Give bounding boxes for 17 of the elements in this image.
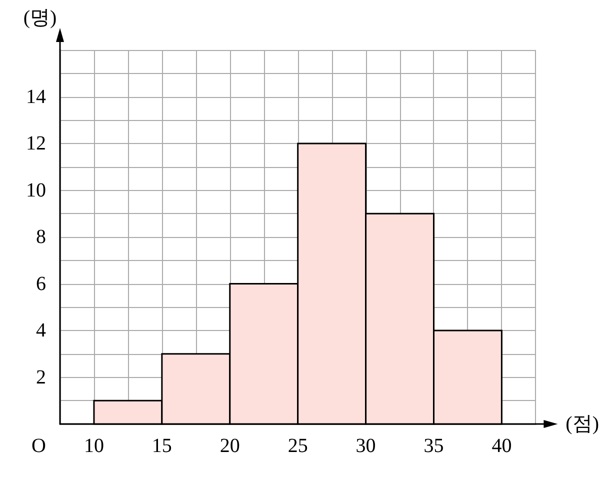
y-axis-title: (명) <box>23 7 57 29</box>
y-tick-label: 4 <box>36 320 46 342</box>
x-tick-label: 25 <box>288 435 308 457</box>
text: O <box>32 435 46 457</box>
x-axis-title: (점) <box>566 413 600 435</box>
x-tick-label: 15 <box>152 435 172 457</box>
x-tick-label: 10 <box>84 435 104 457</box>
y-tick-label: 6 <box>36 272 46 295</box>
x-tick-label: 40 <box>492 435 512 457</box>
x-tick-label: 20 <box>220 435 240 457</box>
y-tick-label: 8 <box>36 226 46 248</box>
x-tick-label: 30 <box>356 435 376 457</box>
y-tick-label: 12 <box>26 132 46 154</box>
y-tick-label: 2 <box>36 366 46 388</box>
x-tick-label: 35 <box>424 435 444 457</box>
y-tick-label: 10 <box>26 179 46 202</box>
y-tick-label: 14 <box>26 86 46 108</box>
